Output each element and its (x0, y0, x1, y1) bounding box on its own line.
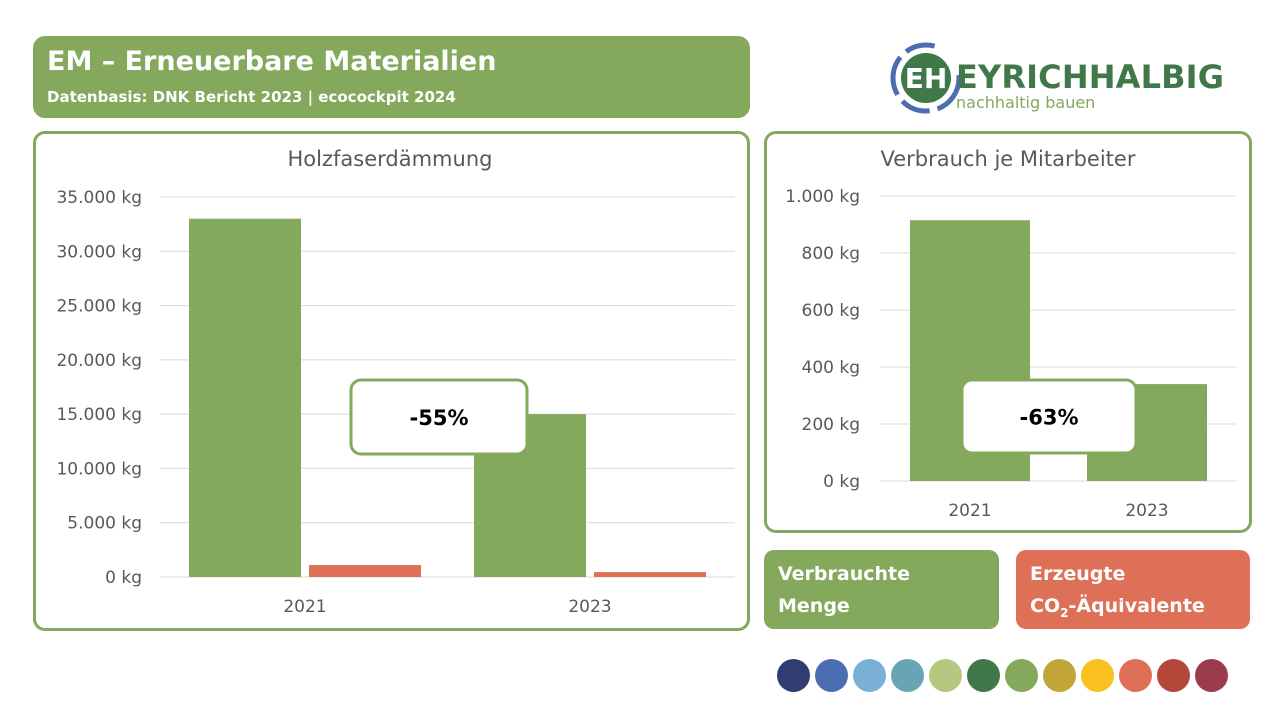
palette-dot (815, 659, 848, 692)
legend-consumed: Verbrauchte Menge (764, 550, 999, 629)
bar (189, 218, 301, 577)
legend-co2-main: CO (1030, 595, 1061, 617)
y-tick-label: 30.000 kg (56, 242, 142, 262)
legend-consumed-label: Verbrauchte Menge (778, 563, 910, 617)
y-tick-label: 20.000 kg (56, 351, 142, 371)
palette-dot (891, 659, 924, 692)
palette-dot (1195, 659, 1228, 692)
y-tick-label: 15.000 kg (56, 405, 142, 425)
x-tick-label: 2023 (568, 597, 611, 617)
legend-co2-suffix: -Äquivalente (1068, 595, 1205, 617)
x-tick-label: 2023 (1125, 501, 1168, 521)
bar (309, 565, 421, 577)
palette-dot (1043, 659, 1076, 692)
palette-dot (929, 659, 962, 692)
svg-text:EH: EH (905, 62, 948, 95)
company-logo: EH EYRICHHALBIG nachhaltig bauen (888, 40, 1228, 116)
y-tick-label: 25.000 kg (56, 297, 142, 317)
palette-dot (967, 659, 1000, 692)
legend-co2-prefix: Erzeugte (1030, 563, 1126, 585)
y-tick-label: 1.000 kg (785, 187, 860, 207)
palette-dot (1119, 659, 1152, 692)
y-tick-label: 800 kg (802, 244, 861, 264)
change-percent: -55% (410, 406, 469, 430)
y-tick-label: 200 kg (802, 415, 861, 435)
svg-text:nachhaltig bauen: nachhaltig bauen (956, 93, 1095, 112)
palette-dot (1081, 659, 1114, 692)
x-tick-label: 2021 (948, 501, 991, 521)
y-tick-label: 5.000 kg (67, 514, 142, 534)
title-banner: EM – Erneuerbare Materialien Datenbasis:… (33, 36, 750, 118)
change-callout (960, 378, 1138, 455)
chart-title: Holzfaserdämmung (288, 147, 493, 171)
page-title: EM – Erneuerbare Materialien (47, 46, 497, 77)
y-tick-label: 10.000 kg (56, 459, 142, 479)
page-subtitle: Datenbasis: DNK Bericht 2023 | ecocockpi… (47, 88, 456, 106)
bar (594, 572, 706, 577)
chart-title: Verbrauch je Mitarbeiter (881, 147, 1136, 171)
y-tick-label: 400 kg (802, 358, 861, 378)
y-tick-label: 35.000 kg (56, 188, 142, 208)
legend-co2-sub: 2 (1060, 605, 1069, 620)
palette-dot (777, 659, 810, 692)
change-callout (349, 378, 529, 456)
palette-dot (1157, 659, 1190, 692)
y-tick-label: 0 kg (105, 568, 142, 588)
palette-dot (1005, 659, 1038, 692)
change-percent: -63% (1020, 406, 1079, 430)
palette-dot (853, 659, 886, 692)
y-tick-label: 600 kg (802, 301, 861, 321)
color-palette (777, 659, 1228, 692)
svg-text:EYRICHHALBIG: EYRICHHALBIG (956, 58, 1224, 96)
legend-co2: Erzeugte CO2-Äquivalente (1016, 550, 1250, 629)
x-tick-label: 2021 (283, 597, 326, 617)
y-tick-label: 0 kg (823, 472, 860, 492)
